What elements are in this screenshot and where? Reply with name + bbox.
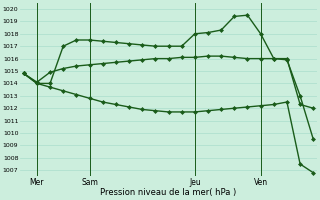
X-axis label: Pression niveau de la mer( hPa ): Pression niveau de la mer( hPa ) bbox=[100, 188, 236, 197]
